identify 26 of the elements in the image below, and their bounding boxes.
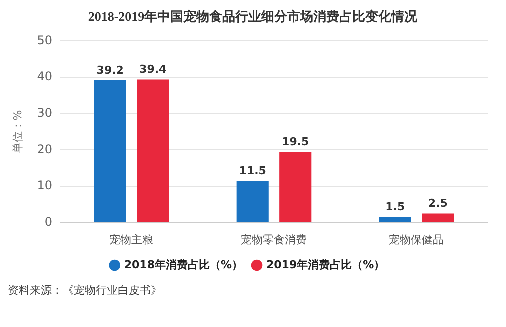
bar — [236, 181, 269, 222]
data-label: 39.4 — [140, 63, 168, 76]
legend-label: 2019年消费占比（%） — [266, 258, 386, 272]
y-tick-label: 10 — [37, 178, 52, 193]
data-label: 19.5 — [282, 135, 310, 148]
y-axis-title: 单位：% — [11, 110, 24, 154]
chart-title: 2018-2019年中国宠物食品行业细分市场消费占比变化情况 — [87, 8, 419, 26]
bar — [422, 214, 454, 222]
y-tick-label: 20 — [37, 142, 52, 156]
y-tick-label: 40 — [37, 70, 52, 84]
y-tick-label: 30 — [37, 106, 52, 120]
data-label: 11.5 — [239, 164, 266, 178]
text: 资料来源：《宠物行业白皮书》 — [8, 283, 163, 298]
legend-label: 2018年消费占比（%） — [124, 258, 244, 272]
data-label: 1.5 — [386, 200, 406, 214]
bar — [379, 217, 412, 222]
data-label: 2.5 — [428, 197, 448, 210]
bar — [137, 80, 170, 222]
bar — [94, 80, 126, 222]
x-tick-label: 宠物主粮 — [110, 233, 154, 246]
x-tick-label: 宠物保健品 — [389, 233, 444, 246]
y-tick-label: 50 — [37, 33, 52, 48]
y-tick-label: 0 — [44, 214, 52, 229]
data-label: 39.2 — [96, 64, 124, 77]
x-tick-label: 宠物零食消费 — [241, 233, 308, 246]
bar — [280, 152, 312, 222]
